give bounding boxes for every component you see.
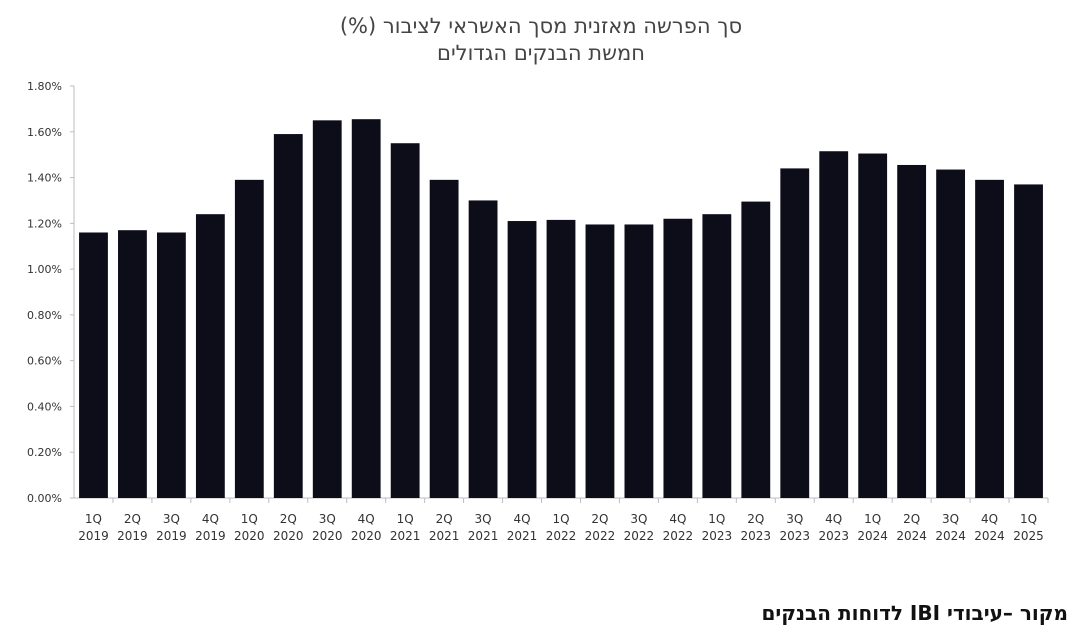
- bar: [312, 120, 342, 498]
- bar: [351, 119, 381, 498]
- bar: [975, 179, 1004, 498]
- bar: [780, 168, 810, 498]
- bar: [1014, 184, 1043, 498]
- x-tick-label-quarter: 2Q: [280, 512, 297, 526]
- chart-title: סך הפרשה מאזנית מסך האשראי לציבור (%): [339, 14, 743, 38]
- x-tick-label-year: 2022: [663, 529, 694, 543]
- y-tick-label: 0.60%: [27, 355, 62, 368]
- bar: [585, 224, 615, 498]
- x-tick-label-quarter: 1Q: [864, 512, 881, 526]
- x-tick-label-year: 2022: [546, 529, 577, 543]
- bar: [234, 179, 264, 498]
- x-tick-label-year: 2024: [857, 529, 888, 543]
- x-tick-label-quarter: 1Q: [1020, 512, 1037, 526]
- bar: [429, 179, 459, 498]
- y-tick-label: 1.20%: [27, 217, 62, 230]
- x-tick-label-year: 2021: [468, 529, 499, 543]
- x-tick-label-quarter: 3Q: [163, 512, 180, 526]
- x-tick-label-quarter: 4Q: [825, 512, 842, 526]
- bar: [624, 224, 654, 498]
- x-tick-label-year: 2021: [390, 529, 421, 543]
- x-tick-label-quarter: 3Q: [475, 512, 492, 526]
- x-tick-label-quarter: 4Q: [358, 512, 375, 526]
- bar: [390, 143, 420, 498]
- x-tick-label-quarter: 2Q: [591, 512, 608, 526]
- x-tick-label-year: 2022: [624, 529, 655, 543]
- x-tick-label-year: 2024: [935, 529, 966, 543]
- y-tick-label: 0.20%: [27, 446, 62, 459]
- bar: [897, 164, 927, 498]
- x-tick-label-quarter: 4Q: [981, 512, 998, 526]
- bar: [156, 232, 186, 498]
- bar: [546, 219, 576, 498]
- x-tick-label-quarter: 3Q: [630, 512, 647, 526]
- bar-chart: 0.00% 0.20% 0.40% 0.60% 0.80% 1.00% 1.20% 1.40%…: [27, 80, 1049, 543]
- y-tick-label: 1.40%: [27, 172, 62, 185]
- x-tick-label-quarter: 3Q: [786, 512, 803, 526]
- x-tick-label-year: 2020: [234, 529, 265, 543]
- x-tick-label-year: 2023: [702, 529, 733, 543]
- y-tick-label: 0.80%: [27, 309, 62, 322]
- x-tick-label-year: 2022: [585, 529, 616, 543]
- x-tick-label-quarter: 4Q: [669, 512, 686, 526]
- x-tick-label-year: 2025: [1013, 529, 1044, 543]
- bar: [858, 153, 888, 498]
- x-tick-label-quarter: 1Q: [552, 512, 569, 526]
- x-tick-label-year: 2019: [156, 529, 187, 543]
- x-tick-label-year: 2024: [896, 529, 927, 543]
- x-tick-label-quarter: 1Q: [397, 512, 414, 526]
- x-tick-label-year: 2020: [312, 529, 343, 543]
- y-tick-label: 0.00%: [27, 492, 62, 505]
- x-tick-label-quarter: 1Q: [85, 512, 102, 526]
- x-tick-label-year: 2021: [429, 529, 460, 543]
- x-tick-label-quarter: 2Q: [903, 512, 920, 526]
- x-tick-label-year: 2023: [741, 529, 772, 543]
- x-tick-label-year: 2024: [974, 529, 1005, 543]
- bar: [195, 214, 225, 498]
- bar: [118, 230, 147, 498]
- x-tick-label-quarter: 1Q: [241, 512, 258, 526]
- bar: [702, 214, 732, 498]
- x-tick-label-quarter: 3Q: [319, 512, 336, 526]
- x-tick-label-quarter: 2Q: [436, 512, 453, 526]
- x-tick-label-quarter: 2Q: [124, 512, 141, 526]
- x-tick-label-year: 2019: [78, 529, 109, 543]
- x-tick-label-year: 2023: [779, 529, 810, 543]
- x-tick-label-year: 2019: [195, 529, 226, 543]
- x-tick-label-year: 2019: [117, 529, 148, 543]
- x-tick-label-year: 2021: [507, 529, 538, 543]
- x-tick-label-quarter: 3Q: [942, 512, 959, 526]
- x-tick-label-year: 2023: [818, 529, 849, 543]
- x-tick-label-quarter: 2Q: [747, 512, 764, 526]
- bar: [79, 232, 108, 498]
- y-tick-label: 1.60%: [27, 126, 62, 139]
- bar: [663, 218, 693, 498]
- bar: [819, 151, 849, 498]
- bar: [507, 221, 537, 499]
- x-tick-label-quarter: 1Q: [708, 512, 725, 526]
- bar: [936, 169, 966, 499]
- bar: [741, 201, 771, 499]
- y-tick-label: 1.80%: [27, 80, 62, 93]
- x-tick-label-year: 2020: [273, 529, 304, 543]
- x-tick-label-quarter: 4Q: [202, 512, 219, 526]
- y-tick-label: 1.00%: [27, 263, 62, 276]
- bar: [273, 134, 303, 499]
- chart-subtitle: חמשת הבנקים הגדולים: [437, 41, 645, 65]
- x-tick-label-year: 2020: [351, 529, 382, 543]
- x-tick-label-quarter: 4Q: [513, 512, 530, 526]
- bar: [468, 200, 498, 498]
- y-tick-label: 0.40%: [27, 400, 62, 413]
- source-note: מקור –עיבודי IBI לדוחות הבנקים: [761, 601, 1068, 625]
